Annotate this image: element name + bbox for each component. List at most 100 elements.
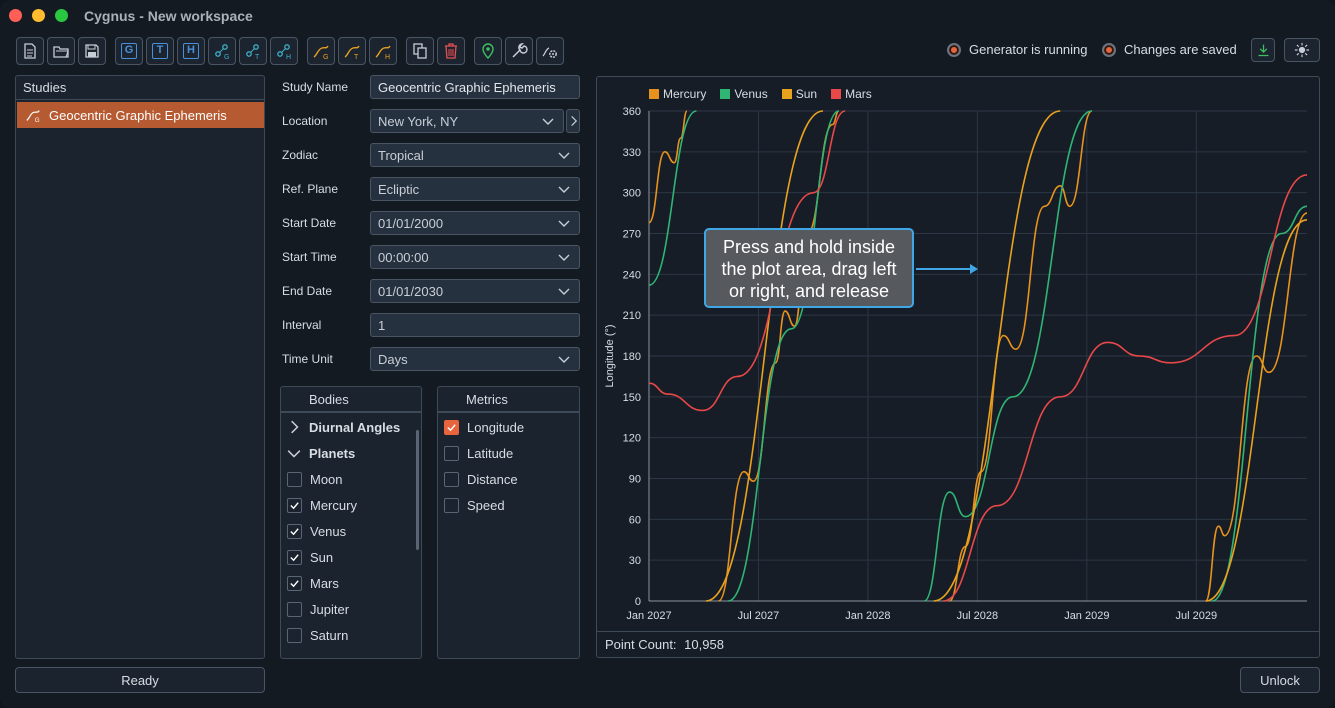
list-item-latitude[interactable]: Latitude xyxy=(444,443,513,463)
legend-mercury[interactable]: Mercury xyxy=(649,87,706,101)
legend-sun[interactable]: Sun xyxy=(781,87,817,101)
list-item-venus[interactable]: Venus xyxy=(287,521,346,541)
copy-button[interactable] xyxy=(406,37,434,65)
export-button[interactable] xyxy=(1251,38,1275,62)
legend-mars[interactable]: Mars xyxy=(831,87,872,101)
graph-h-icon: H xyxy=(277,44,291,60)
checkbox[interactable] xyxy=(287,575,302,591)
svg-text:G: G xyxy=(35,117,40,123)
h-button[interactable]: H xyxy=(177,37,205,65)
chart-panel: Mercury Venus Sun Mars 0 30 60 90 120 150 180 2… xyxy=(596,76,1320,658)
checkbox[interactable] xyxy=(287,497,302,513)
start-date-select[interactable]: 01/01/2000 xyxy=(370,211,580,235)
checkbox[interactable] xyxy=(444,497,459,513)
checkbox[interactable] xyxy=(287,523,302,539)
checkbox[interactable] xyxy=(444,471,459,487)
longitude-chart[interactable]: 0 30 60 90 120 150 180 210 240 270 300 330 360 Jan 20… xyxy=(597,77,1319,629)
list-item-label: Mercury xyxy=(310,497,357,513)
group-diurnal-angles[interactable]: Diurnal Angles xyxy=(287,417,400,437)
copy-icon xyxy=(413,43,427,59)
studies-panel: Studies G Geocentric Graphic Ephemeris xyxy=(15,75,265,659)
graph-h-button[interactable]: H xyxy=(270,37,298,65)
minimize-window-button[interactable] xyxy=(32,9,45,22)
tools-button[interactable] xyxy=(505,37,533,65)
graph-g-icon: G xyxy=(215,44,229,60)
tooltip-line: Press and hold inside xyxy=(722,237,896,257)
study-name-input[interactable]: Geocentric Graphic Ephemeris xyxy=(370,75,580,99)
svg-text:T: T xyxy=(354,54,359,60)
new-file-button[interactable] xyxy=(16,37,44,65)
chart-h-button[interactable]: H xyxy=(369,37,397,65)
y-tick-label: 0 xyxy=(635,596,641,608)
legend-label: Venus xyxy=(734,87,768,101)
list-item-mars[interactable]: Mars xyxy=(287,573,339,593)
y-tick-label: 210 xyxy=(623,310,641,322)
studies-header: Studies xyxy=(16,76,264,100)
chevron-down-icon xyxy=(542,118,554,125)
ready-button[interactable]: Ready xyxy=(15,667,265,693)
graph-g-button[interactable]: G xyxy=(208,37,236,65)
g-button[interactable]: G xyxy=(115,37,143,65)
chevron-down-icon xyxy=(558,152,570,159)
drag-hint-tooltip: Press and hold inside the plot area, dra… xyxy=(704,228,914,308)
location-select[interactable]: New York, NY xyxy=(370,109,564,133)
checkbox[interactable] xyxy=(444,445,459,461)
checkbox[interactable] xyxy=(287,549,302,565)
close-window-button[interactable] xyxy=(9,9,22,22)
start-time-label: Start Time xyxy=(282,250,337,264)
checkbox[interactable] xyxy=(444,419,459,435)
list-item-jupiter[interactable]: Jupiter xyxy=(287,599,349,619)
theme-toggle-button[interactable] xyxy=(1284,38,1320,62)
unlock-button[interactable]: Unlock xyxy=(1240,667,1320,693)
location-next-button[interactable] xyxy=(566,109,580,133)
wrench-icon xyxy=(512,42,528,58)
list-item-sun[interactable]: Sun xyxy=(287,547,333,567)
list-item-distance[interactable]: Distance xyxy=(444,469,518,489)
legend-venus[interactable]: Venus xyxy=(720,87,768,101)
metrics-header: Metrics xyxy=(438,387,579,413)
chart-t-button[interactable]: T xyxy=(338,37,366,65)
series-line-mercury xyxy=(648,110,688,224)
chevron-down-icon xyxy=(558,186,570,193)
time-unit-value: Days xyxy=(378,352,408,367)
legend-label: Mars xyxy=(845,87,872,101)
zodiac-select[interactable]: Tropical xyxy=(370,143,580,167)
open-folder-button[interactable] xyxy=(47,37,75,65)
sun-icon xyxy=(1294,42,1310,58)
list-item-speed[interactable]: Speed xyxy=(444,495,505,515)
list-item-saturn[interactable]: Saturn xyxy=(287,625,348,645)
checkbox[interactable] xyxy=(287,627,302,643)
x-tick-label: Jan 2027 xyxy=(626,610,671,622)
end-date-select[interactable]: 01/01/2030 xyxy=(370,279,580,303)
list-item-longitude[interactable]: Longitude xyxy=(444,417,524,437)
list-item-moon[interactable]: Moon xyxy=(287,469,343,489)
series-line-mercury xyxy=(1204,212,1308,602)
checkbox[interactable] xyxy=(287,601,302,617)
study-name-label: Study Name xyxy=(282,80,349,94)
list-item-label: Distance xyxy=(467,471,518,487)
bodies-scrollbar[interactable] xyxy=(416,430,419,550)
h-letter-icon: H xyxy=(183,43,199,59)
chart-t-icon: T xyxy=(344,45,360,60)
settings-button[interactable] xyxy=(536,37,564,65)
location-button[interactable] xyxy=(474,37,502,65)
time-unit-select[interactable]: Days xyxy=(370,347,580,371)
list-item-label: Jupiter xyxy=(310,601,350,617)
delete-button[interactable] xyxy=(437,37,465,65)
x-tick-label: Jul 2028 xyxy=(957,610,999,622)
checkbox[interactable] xyxy=(287,471,302,487)
save-button[interactable] xyxy=(78,37,106,65)
list-item-mercury[interactable]: Mercury xyxy=(287,495,357,515)
interval-input[interactable]: 1 xyxy=(370,313,580,337)
study-item-geocentric[interactable]: G Geocentric Graphic Ephemeris xyxy=(17,102,264,128)
graph-t-button[interactable]: T xyxy=(239,37,267,65)
ref-plane-select[interactable]: Ecliptic xyxy=(370,177,580,201)
t-button[interactable]: T xyxy=(146,37,174,65)
start-time-select[interactable]: 00:00:00 xyxy=(370,245,580,269)
group-planets[interactable]: Planets xyxy=(287,443,355,463)
changes-status: Changes are saved xyxy=(1102,42,1237,57)
tooltip-line: the plot area, drag left xyxy=(721,259,897,279)
chart-g-button[interactable]: G xyxy=(307,37,335,65)
chart-g-icon: G xyxy=(313,45,329,60)
zoom-window-button[interactable] xyxy=(55,9,68,22)
